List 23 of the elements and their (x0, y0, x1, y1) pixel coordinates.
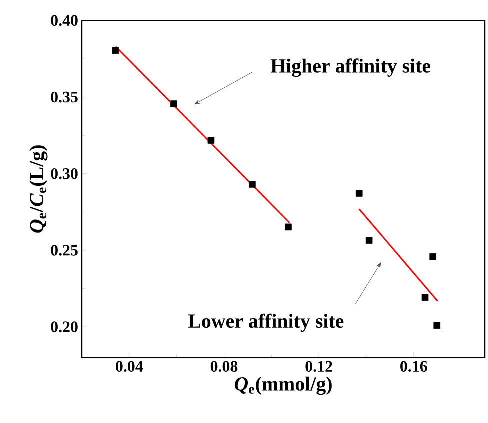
x-tick-label: 0.04 (116, 361, 144, 372)
point (366, 237, 373, 244)
y-tick-label: 0.40 (51, 15, 78, 26)
y-tick-label: 0.20 (51, 322, 78, 332)
y-tick-label: 0.30 (51, 168, 78, 180)
y-tick-label: 0.35 (51, 92, 78, 103)
point (208, 137, 215, 144)
x-tick-label: 0.16 (400, 361, 428, 372)
point (430, 254, 436, 260)
y-axis-title: Q$_{e}$/C$_{e}$(L/g) (30, 146, 48, 233)
point (434, 322, 441, 330)
point (422, 294, 429, 302)
annotation: Lower affinity site (188, 314, 344, 332)
x-axis-title: Q$_{e}$(mmol/g) (234, 376, 332, 396)
y-tick-label: 0.25 (51, 245, 78, 256)
annotation: Higher affinity site (270, 58, 431, 78)
point (249, 181, 256, 188)
point (170, 100, 178, 108)
point (112, 47, 120, 54)
x-tick-label: 0.12 (306, 361, 332, 372)
point (356, 190, 363, 197)
x-tick-label: 0.08 (210, 361, 238, 372)
point (285, 224, 292, 231)
